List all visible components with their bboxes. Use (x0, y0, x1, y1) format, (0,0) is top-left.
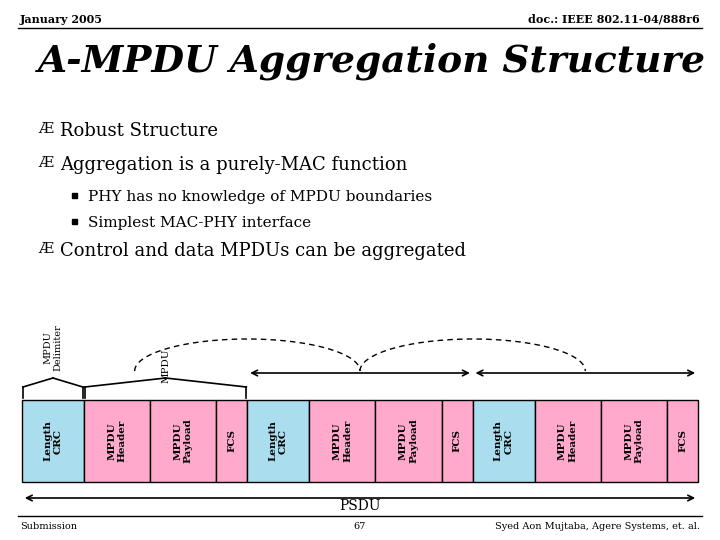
Bar (667, 400, 698, 482)
Text: MPDU
Header: MPDU Header (107, 420, 127, 462)
Text: PHY has no knowledge of MPDU boundaries: PHY has no knowledge of MPDU boundaries (88, 190, 432, 204)
Text: MPDU: MPDU (161, 349, 170, 383)
Text: Length
CRC: Length CRC (43, 421, 63, 462)
Text: 67: 67 (354, 522, 366, 531)
Bar (84, 400, 150, 482)
Text: FCS: FCS (228, 429, 236, 453)
Text: A-MPDU Aggregation Structure: A-MPDU Aggregation Structure (38, 42, 706, 79)
Text: Syed Aon Mujtaba, Agere Systems, et. al.: Syed Aon Mujtaba, Agere Systems, et. al. (495, 522, 700, 531)
Text: FCS: FCS (678, 429, 687, 453)
Text: MPDU
Delimiter: MPDU Delimiter (43, 325, 63, 372)
Text: Submission: Submission (20, 522, 77, 531)
Text: Æ: Æ (38, 242, 53, 256)
Text: MPDU
Payload: MPDU Payload (624, 418, 644, 463)
Text: MPDU
Header: MPDU Header (558, 420, 577, 462)
Bar (22, 400, 84, 482)
Bar (217, 400, 248, 482)
Bar (248, 400, 309, 482)
Text: Length
CRC: Length CRC (269, 421, 288, 462)
Text: MPDU
Header: MPDU Header (333, 420, 352, 462)
Bar (150, 400, 217, 482)
Text: Robust Structure: Robust Structure (60, 122, 218, 140)
Bar (442, 400, 472, 482)
Bar (72, 193, 77, 198)
Bar (309, 400, 375, 482)
Text: Æ: Æ (38, 156, 53, 170)
Text: Length
CRC: Length CRC (494, 421, 513, 462)
Text: MPDU
Payload: MPDU Payload (174, 418, 193, 463)
Text: MPDU
Payload: MPDU Payload (399, 418, 418, 463)
Bar (375, 400, 442, 482)
Bar (472, 400, 534, 482)
Text: Simplest MAC-PHY interface: Simplest MAC-PHY interface (88, 216, 311, 230)
Bar (534, 400, 600, 482)
Text: Aggregation is a purely-MAC function: Aggregation is a purely-MAC function (60, 156, 408, 174)
Text: FCS: FCS (453, 429, 462, 453)
Text: Control and data MPDUs can be aggregated: Control and data MPDUs can be aggregated (60, 242, 466, 260)
Text: PSDU: PSDU (339, 499, 381, 513)
Bar (600, 400, 667, 482)
Text: January 2005: January 2005 (20, 14, 103, 25)
Text: Æ: Æ (38, 122, 53, 136)
Text: doc.: IEEE 802.11-04/888r6: doc.: IEEE 802.11-04/888r6 (528, 14, 700, 25)
Bar (72, 219, 77, 224)
